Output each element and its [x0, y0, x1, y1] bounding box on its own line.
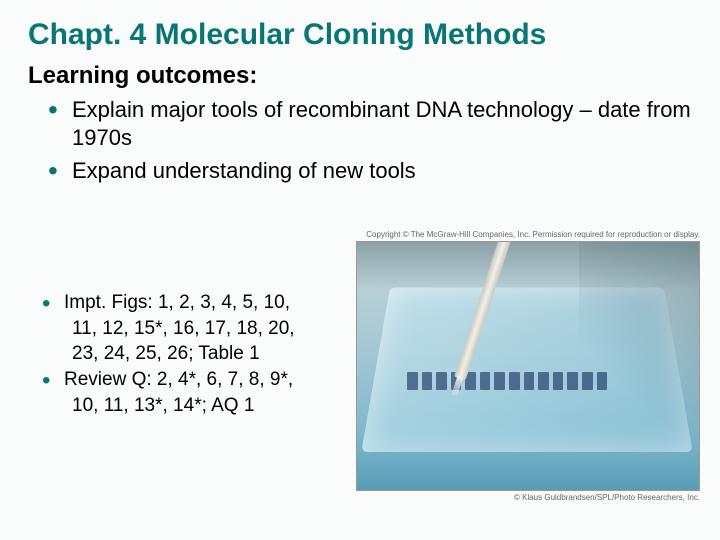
notes-lead-item: Impt. Figs: 1, 2, 3, 4, 5, 10, [42, 290, 360, 316]
gel-well [480, 372, 491, 390]
notes-cont-item: 10, 11, 13*, 14*; AQ 1 [42, 393, 360, 419]
notes-cont-item: 23, 24, 25, 26; Table 1 [42, 341, 360, 367]
notes-lead-item: Review Q: 2, 4*, 6, 7, 8, 9*, [42, 367, 360, 393]
gel-well [407, 372, 418, 390]
gel-well [509, 372, 520, 390]
figure-copyright-top: Copyright © The McGraw-Hill Companies, I… [356, 230, 700, 239]
gel-well [436, 372, 447, 390]
photo-shadow [579, 242, 699, 491]
slide-title: Chapt. 4 Molecular Cloning Methods [0, 0, 720, 62]
outcome-item: Explain major tools of recombinant DNA t… [50, 96, 692, 151]
outcome-item: Expand understanding of new tools [50, 157, 692, 185]
notes-cont-item: 11, 12, 15*, 16, 17, 18, 20, [42, 316, 360, 342]
figure-copyright-bottom: © Klaus Guldbrandsen/SPL/Photo Researche… [356, 493, 700, 502]
gel-well [422, 372, 433, 390]
gel-well [553, 372, 564, 390]
gel-well [494, 372, 505, 390]
notes-list: Impt. Figs: 1, 2, 3, 4, 5, 10,11, 12, 15… [0, 290, 360, 418]
gel-electrophoresis-photo [356, 241, 700, 491]
gel-well [567, 372, 578, 390]
gel-well [538, 372, 549, 390]
figure-area: Copyright © The McGraw-Hill Companies, I… [356, 230, 700, 502]
gel-well [524, 372, 535, 390]
outcomes-list: Explain major tools of recombinant DNA t… [0, 96, 720, 185]
subtitle-learning-outcomes: Learning outcomes: [0, 62, 720, 96]
gel-wells-graphic [407, 372, 607, 390]
